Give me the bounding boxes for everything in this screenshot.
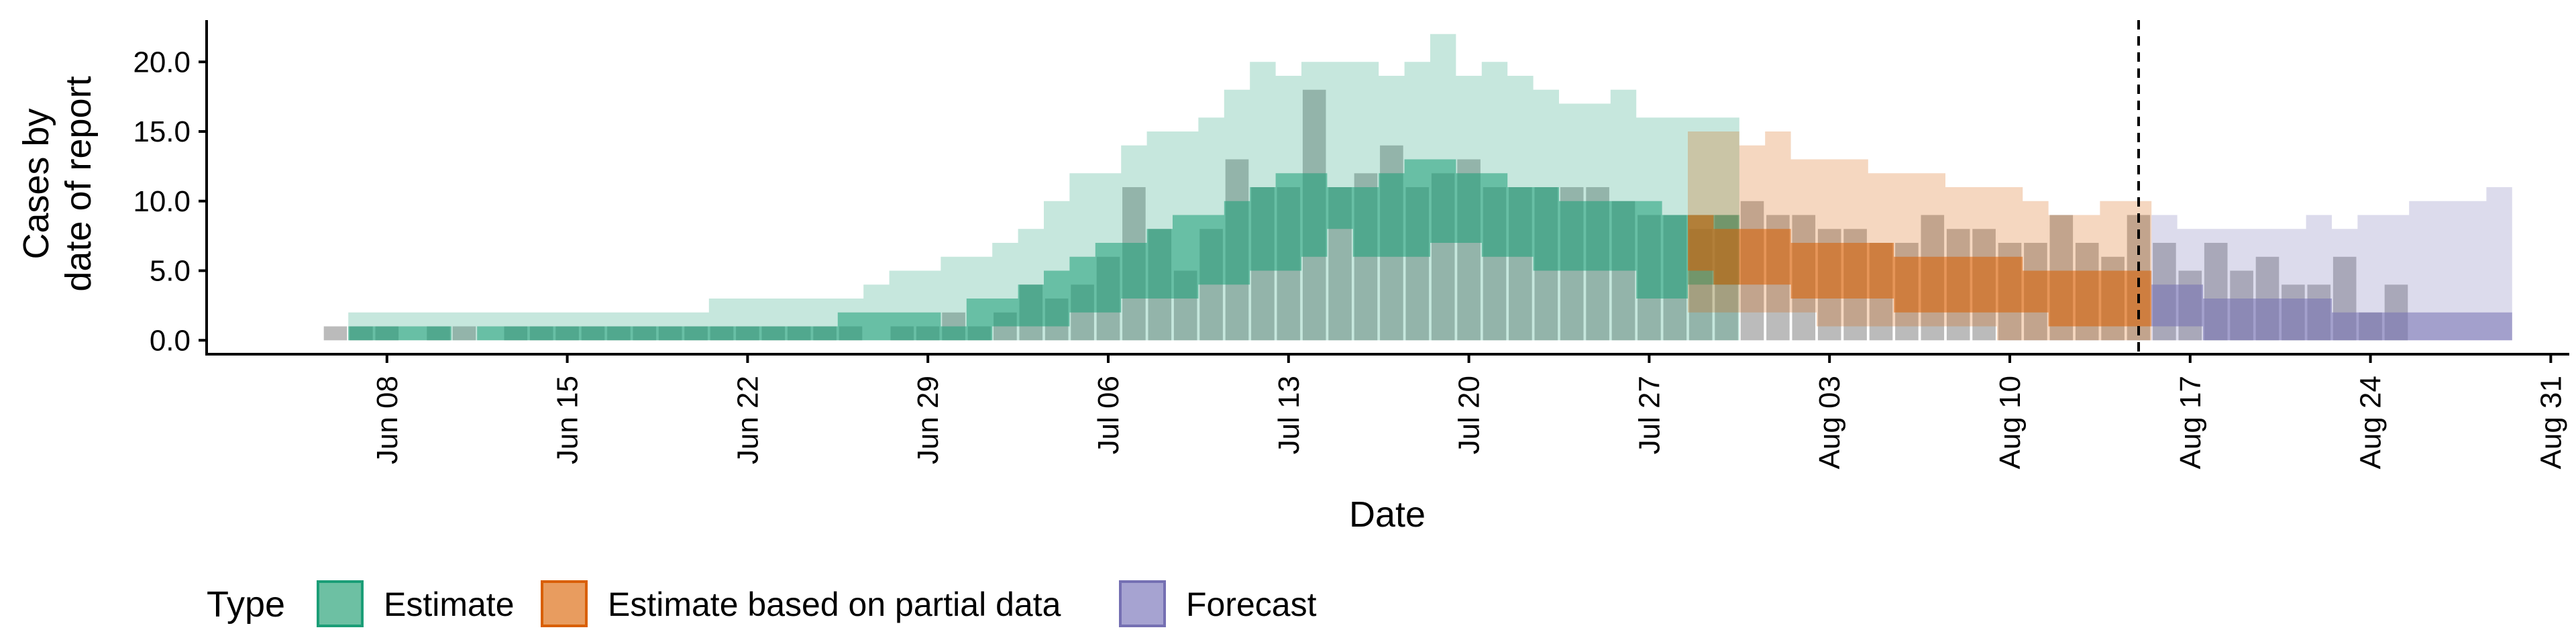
x-tick-label: Aug 24: [2355, 376, 2387, 469]
y-tick-label: 0.0: [150, 324, 191, 357]
y-axis-title-line-1: Cases by: [16, 108, 56, 259]
x-tick-label: Jul 27: [1633, 376, 1666, 454]
x-tick-label: Jun 15: [551, 376, 584, 464]
legend-key-partial: [541, 580, 588, 627]
legend-label-forecast: Forecast: [1186, 586, 1317, 623]
x-axis-title: Date: [1349, 494, 1426, 535]
x-tick-label: Jul 13: [1273, 376, 1305, 454]
x-tick-label: Aug 10: [1994, 376, 2027, 469]
legend-label-partial: Estimate based on partial data: [608, 586, 1061, 623]
x-tick-label: Jul 20: [1453, 376, 1486, 454]
legend-label-estimate: Estimate: [384, 586, 515, 623]
estimate-outer-band: [348, 34, 1739, 341]
estimate-ribbons: [348, 34, 2512, 341]
y-tick-label: 10.0: [133, 185, 191, 218]
x-tick-label: Aug 31: [2534, 376, 2567, 469]
legend-key-estimate: [317, 580, 364, 627]
x-tick-label: Aug 17: [2174, 376, 2207, 469]
legend-title: Type: [207, 584, 285, 625]
x-tick-label: Aug 03: [1813, 376, 1846, 469]
legend-key-forecast: [1119, 580, 1166, 627]
x-tick-label: Jun 22: [731, 376, 764, 464]
axes: [205, 20, 2569, 356]
estimate-based-on-partial-data-inner-band: [1688, 215, 2152, 327]
estimate-inner-band: [348, 159, 1739, 341]
reported-case-bar: [452, 326, 476, 341]
forecast-inner-band: [2151, 284, 2512, 341]
legend: Type Estimate Estimate based on partial …: [207, 580, 1317, 627]
reported-case-bar: [323, 326, 347, 341]
y-axis-title-line-2: date of report: [58, 76, 99, 291]
y-tick-label: 5.0: [150, 255, 191, 288]
x-tick-label: Jun 29: [912, 376, 945, 464]
y-axis-ticks: 0.0 5.0 10.0 15.0 20.0: [133, 46, 207, 357]
x-axis-ticks: Jun 08 Jun 15 Jun 22 Jun 29 Jul 06 Jul 13 Jul …: [371, 354, 2567, 469]
y-axis-title-group: Cases by date of report: [16, 76, 99, 291]
y-tick-label: 15.0: [133, 115, 191, 148]
x-tick-label: Jul 06: [1092, 376, 1125, 454]
y-tick-label: 20.0: [133, 46, 191, 78]
x-tick-label: Jun 08: [371, 376, 404, 464]
